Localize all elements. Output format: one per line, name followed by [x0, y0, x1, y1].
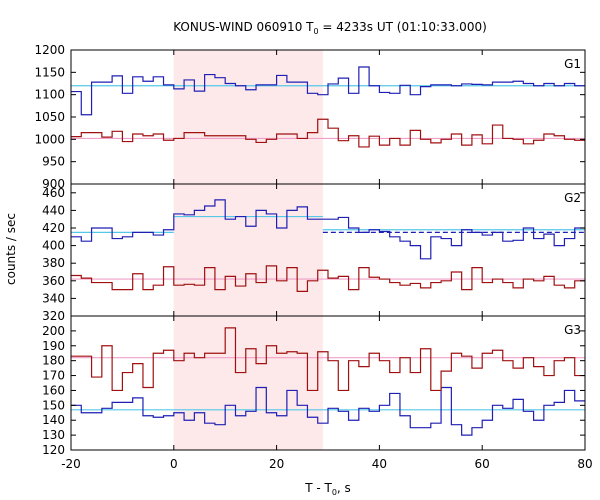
chart-title: KONUS-WIND 060910 T0 = 4233s UT (01:10:3… [173, 20, 487, 36]
y-tick-label-g1: 900 [42, 177, 65, 191]
y-tick-label-g3: 170 [42, 369, 65, 383]
series-g1-red [71, 118, 585, 148]
y-tick-label-g3: 180 [42, 354, 65, 368]
y-tick-label-g1: 1100 [34, 88, 65, 102]
series-g2-red [71, 265, 585, 292]
shaded-interval [173, 50, 323, 450]
x-tick-label: 40 [372, 457, 387, 471]
x-tick-label: 80 [577, 457, 592, 471]
y-tick-label-g1: 950 [42, 155, 65, 169]
series-g1-blue [71, 66, 585, 116]
y-tick-label-g3: 130 [42, 428, 65, 442]
y-tick-label-g2: 340 [42, 291, 65, 305]
y-tick-label-g3: 200 [42, 324, 65, 338]
y-tick-label-g3: 150 [42, 398, 65, 412]
y-tick-label-g3: 120 [42, 443, 65, 457]
panel-frame-g3 [70, 315, 586, 451]
panel-label-g1: G1 [564, 57, 581, 71]
y-tick-label-g1: 1000 [34, 132, 65, 146]
y-tick-label-g3: 160 [42, 383, 65, 397]
x-tick-label: -20 [61, 457, 81, 471]
y-tick-label-g1: 1050 [34, 110, 65, 124]
x-tick-label: 0 [170, 457, 178, 471]
x-tick-label: 60 [475, 457, 490, 471]
panel-label-g2: G2 [564, 191, 581, 205]
y-tick-label-g2: 420 [42, 221, 65, 235]
panel-frame-g1 [70, 49, 586, 185]
series-g2-blue [71, 199, 585, 260]
y-tick-label-g2: 440 [42, 203, 65, 217]
y-tick-label-g2: 400 [42, 239, 65, 253]
y-tick-label-g2: 360 [42, 274, 65, 288]
y-axis-label: counts / sec [4, 213, 18, 285]
y-tick-label-g3: 140 [42, 413, 65, 427]
y-tick-label-g3: 190 [42, 339, 65, 353]
y-tick-label-g2: 380 [42, 256, 65, 270]
series-g3-blue [71, 386, 585, 436]
x-axis-label: T - T0, s [304, 481, 351, 497]
series-g3-red [71, 327, 585, 392]
y-tick-label-g2: 460 [42, 186, 65, 200]
x-tick-label: 20 [269, 457, 284, 471]
y-tick-label-g1: 1150 [34, 65, 65, 79]
y-tick-label-g2: 320 [42, 309, 65, 323]
y-tick-label-g1: 1200 [34, 43, 65, 57]
panel-frame-g2 [70, 183, 586, 317]
panel-label-g3: G3 [564, 323, 581, 337]
